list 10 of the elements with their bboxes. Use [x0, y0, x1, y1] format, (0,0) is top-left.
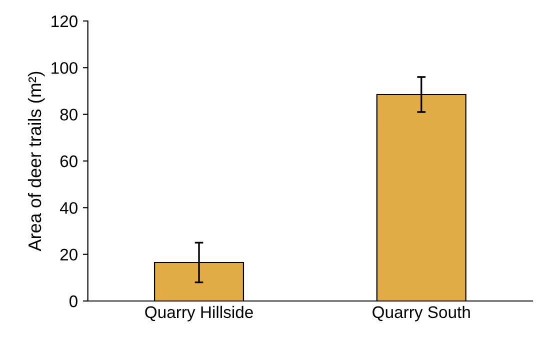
- y-tick-label: 40: [60, 202, 78, 214]
- y-axis-title: Area of deer trails (m²): [28, 72, 45, 252]
- x-tick-label: Quarry South: [372, 306, 470, 322]
- y-tick-label: 0: [70, 295, 78, 308]
- y-tick-label: 20: [60, 248, 78, 261]
- y-tick-label: 100: [52, 62, 78, 74]
- x-tick-label: Quarry Hillside: [145, 306, 253, 322]
- y-tick-label: 80: [60, 108, 78, 121]
- y-tick-label: 60: [60, 155, 78, 168]
- y-tick-label: 120: [52, 15, 78, 28]
